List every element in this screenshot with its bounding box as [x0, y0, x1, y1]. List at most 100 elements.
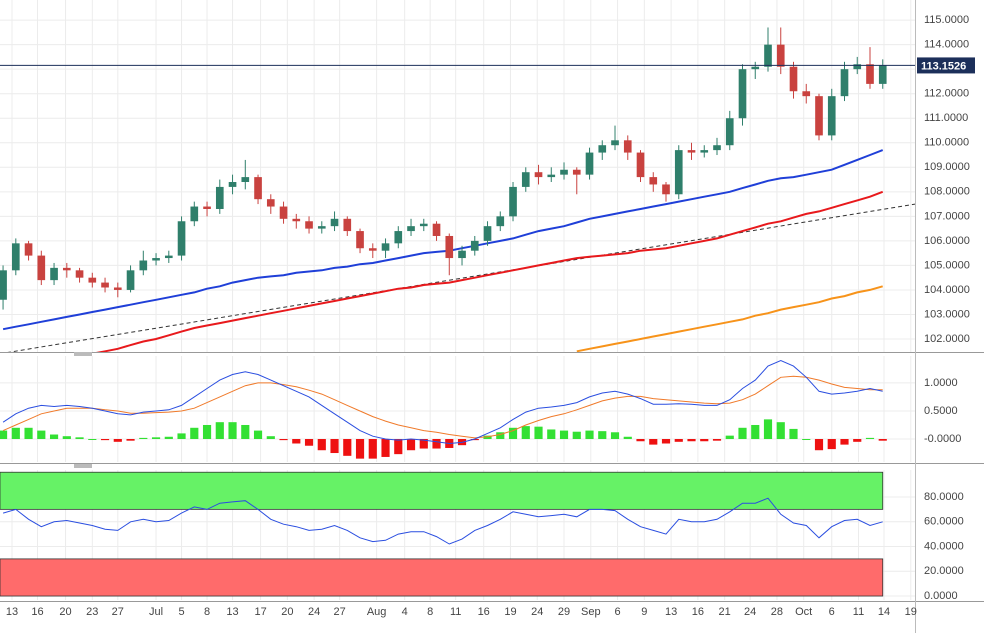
- x-tick-label: 24: [531, 606, 543, 618]
- x-tick-label: 27: [334, 606, 346, 618]
- x-tick-label: Jul: [149, 606, 163, 618]
- histogram-bar: [75, 437, 84, 440]
- candle-body: [343, 218, 352, 232]
- candle-body: [50, 267, 58, 281]
- x-tick-label: 27: [112, 606, 124, 618]
- histogram-bar: [623, 436, 632, 440]
- histogram-bar: [394, 439, 403, 455]
- histogram-bar: [139, 437, 148, 440]
- histogram-bar: [202, 424, 212, 440]
- histogram-bar: [674, 439, 683, 442]
- candle-body: [764, 44, 772, 67]
- candle-body: [432, 223, 441, 236]
- moving-average: [95, 190, 884, 352]
- candle-body: [611, 140, 619, 146]
- x-tick-label: 9: [641, 606, 647, 618]
- candle-body: [827, 96, 836, 136]
- candle-body: [139, 260, 148, 271]
- last-price-label: 113.1526: [921, 60, 966, 72]
- candle-body: [636, 152, 645, 178]
- rsi-line: [2, 497, 883, 545]
- histogram-bar: [432, 439, 441, 449]
- histogram-bar: [11, 427, 20, 440]
- histogram-bar: [738, 427, 747, 440]
- candle-body: [853, 64, 862, 70]
- histogram-bar: [687, 439, 696, 442]
- x-tick-label: 19: [905, 606, 917, 618]
- candle-body: [649, 177, 658, 185]
- histogram-bar: [712, 439, 722, 441]
- histogram-bar: [177, 433, 186, 440]
- panel-handle[interactable]: [74, 352, 92, 356]
- y-tick-label: 114.0000: [924, 39, 969, 51]
- candle-body: [330, 218, 339, 227]
- x-tick-label: 19: [504, 606, 516, 618]
- y-tick-label: 109.0000: [924, 161, 970, 173]
- histogram-bar: [24, 427, 33, 440]
- x-tick-label: 17: [254, 606, 266, 618]
- x-tick-label: 5: [178, 606, 184, 618]
- histogram-bar: [368, 439, 377, 459]
- histogram-bar: [228, 422, 237, 440]
- y-tick-label: 108.0000: [924, 186, 970, 198]
- y-tick-label: 111.0000: [924, 112, 968, 124]
- candle-body: [840, 69, 849, 97]
- histogram-bar: [88, 439, 97, 441]
- histogram-bar: [483, 435, 492, 440]
- rsi-zone: [0, 558, 884, 597]
- x-tick-label: 13: [6, 606, 18, 618]
- candle-body: [215, 186, 224, 209]
- x-tick-label: 28: [771, 606, 783, 618]
- histogram-bar: [304, 439, 314, 446]
- candle-body: [292, 218, 301, 222]
- x-tick-label: 24: [308, 606, 320, 618]
- y-tick-label: 80.0000: [924, 491, 964, 503]
- y-tick-label: 20.0000: [924, 565, 964, 577]
- candle-body: [470, 240, 479, 251]
- y-tick-label: 60.0000: [924, 516, 964, 528]
- histogram-bar: [802, 439, 811, 441]
- moving-average: [576, 285, 883, 352]
- candle-body: [776, 44, 785, 67]
- histogram-bar: [636, 439, 645, 442]
- x-tick-label: 20: [59, 606, 71, 618]
- histogram-bar: [814, 439, 824, 451]
- candle-body: [190, 206, 199, 222]
- candle-body: [521, 172, 530, 187]
- histogram-bar: [113, 439, 122, 442]
- histogram-bar: [534, 426, 543, 440]
- trendline: [7, 203, 915, 352]
- histogram-bar: [241, 424, 250, 440]
- candle-body: [37, 255, 46, 281]
- candle-body: [623, 140, 632, 153]
- signal-line: [2, 375, 883, 439]
- candle-body: [725, 118, 734, 146]
- candle-body: [88, 277, 97, 283]
- histogram-bar: [827, 439, 836, 450]
- candle-body: [356, 231, 364, 249]
- histogram-bar: [776, 422, 785, 440]
- histogram-bar: [355, 439, 365, 459]
- histogram-bar: [700, 439, 709, 442]
- y-tick-label: -0.0000: [924, 433, 961, 445]
- y-tick-label: 102.0000: [924, 333, 970, 345]
- candle-body: [751, 66, 760, 70]
- y-tick-label: 1.0000: [924, 377, 958, 389]
- candle-body: [11, 243, 20, 271]
- histogram-bar: [559, 430, 569, 440]
- histogram-bar: [508, 427, 518, 440]
- y-tick-label: 0.5000: [924, 405, 958, 417]
- candle-body: [152, 258, 160, 261]
- moving-average: [2, 149, 884, 331]
- histogram-bar: [126, 439, 135, 441]
- y-tick-label: 110.0000: [924, 137, 969, 149]
- panel-handle[interactable]: [74, 464, 92, 468]
- candle-body: [815, 96, 823, 136]
- histogram-bar: [725, 435, 734, 440]
- candle-body: [547, 174, 556, 178]
- candle-body: [228, 182, 237, 187]
- candle-body: [203, 206, 211, 209]
- candle-body: [662, 184, 670, 195]
